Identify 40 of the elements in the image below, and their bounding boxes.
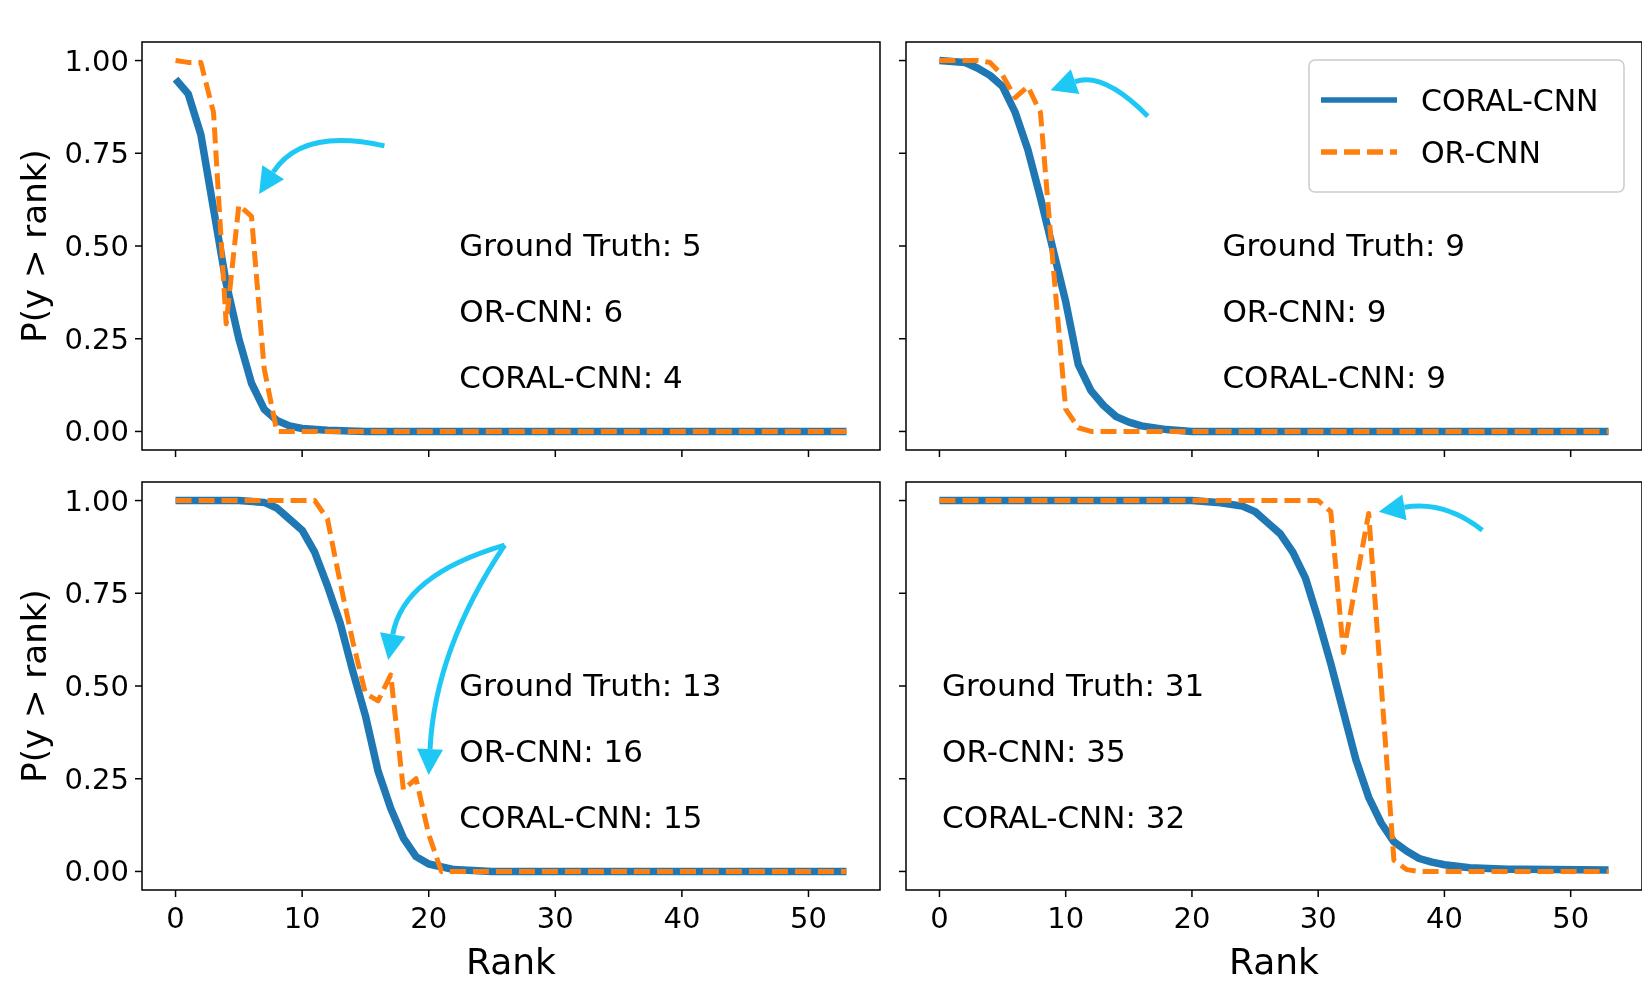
x-tick-label: 30 xyxy=(1299,901,1337,935)
annotation: CORAL-CNN: 4 xyxy=(459,359,683,395)
annotation: OR-CNN: 35 xyxy=(942,733,1126,769)
y-tick-label: 0.50 xyxy=(64,669,129,703)
y-tick-label: 0.25 xyxy=(64,321,129,356)
y-tick-label: 0.75 xyxy=(64,576,129,611)
y-tick-label: 1.00 xyxy=(64,483,129,518)
x-tick-label: 50 xyxy=(790,901,827,935)
annotation: Ground Truth: 9 xyxy=(1222,227,1465,263)
y-tick-label: 0.25 xyxy=(64,761,129,796)
x-tick-label: 0 xyxy=(166,901,185,935)
y-tick-label: 0.00 xyxy=(64,854,129,889)
x-tick-label: 50 xyxy=(1552,901,1590,935)
y-tick-label: 1.00 xyxy=(64,43,129,78)
x-tick-label: 40 xyxy=(1425,901,1463,935)
x-tick-label: 40 xyxy=(663,901,701,935)
annotation: Ground Truth: 13 xyxy=(459,667,722,703)
x-tick-label: 0 xyxy=(930,901,949,935)
x-tick-label: 10 xyxy=(1047,901,1085,935)
annotation: CORAL-CNN: 15 xyxy=(459,799,703,835)
y-axis-title: P(y > rank) xyxy=(14,589,54,783)
y-axis-title: P(y > rank) xyxy=(14,149,54,343)
annotation: CORAL-CNN: 9 xyxy=(1222,359,1446,395)
annotation: OR-CNN: 16 xyxy=(459,733,643,769)
annotation: Ground Truth: 5 xyxy=(459,227,702,263)
x-tick-label: 30 xyxy=(536,901,574,935)
x-tick-label: 20 xyxy=(1173,901,1211,935)
annotation: OR-CNN: 9 xyxy=(1222,293,1387,329)
x-tick-label: 20 xyxy=(410,901,448,935)
y-tick-label: 0.50 xyxy=(64,229,129,263)
annotation: OR-CNN: 6 xyxy=(459,293,624,329)
annotation: CORAL-CNN: 32 xyxy=(942,799,1186,835)
legend-label: CORAL-CNN xyxy=(1421,83,1599,118)
annotation: Ground Truth: 31 xyxy=(942,667,1205,703)
x-axis-title: Rank xyxy=(1229,941,1320,982)
x-tick-label: 10 xyxy=(283,901,321,935)
x-axis-title: Rank xyxy=(466,941,557,982)
y-tick-label: 0.75 xyxy=(64,136,129,171)
legend-label: OR-CNN xyxy=(1421,135,1541,170)
y-tick-label: 0.00 xyxy=(64,414,129,449)
